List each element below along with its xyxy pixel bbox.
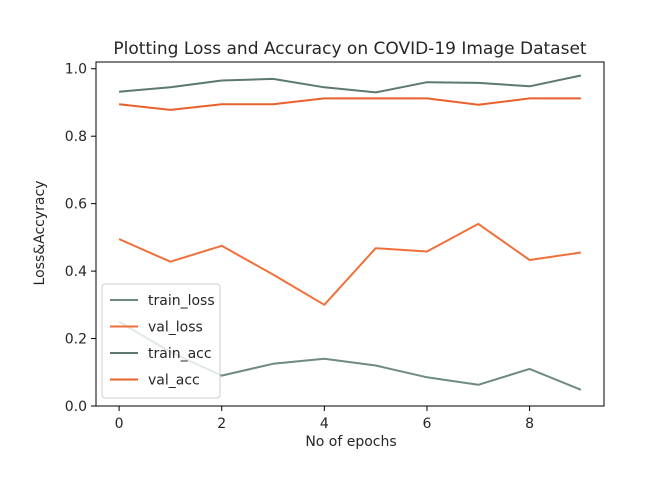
x-axis: 0 2 4 6 8 (115, 406, 534, 432)
legend-label-train_loss: train_loss (148, 293, 215, 309)
chart-title: Plotting Loss and Accuracy on COVID-19 I… (113, 39, 586, 59)
y-tick-label: 0.4 (65, 264, 87, 280)
y-axis: 0.0 0.2 0.4 0.6 0.8 1.0 (65, 62, 96, 415)
legend: train_loss val_loss train_acc val_acc (101, 283, 221, 399)
y-tick-label: 0.0 (65, 399, 87, 415)
legend-label-val_loss: val_loss (148, 320, 203, 336)
y-tick-label: 0.8 (65, 129, 87, 145)
legend-label-train_acc: train_acc (148, 346, 212, 362)
legend-box (101, 283, 221, 399)
x-tick-label: 4 (320, 416, 329, 432)
x-tick-label: 8 (525, 416, 534, 432)
x-tick-label: 0 (115, 416, 124, 432)
axes-frame (95, 61, 605, 407)
x-tick-label: 6 (423, 416, 432, 432)
series-line-val_loss (118, 222, 582, 306)
series-line-val_acc (118, 97, 581, 111)
x-tick-label: 2 (217, 416, 226, 432)
y-tick-label: 0.2 (65, 332, 87, 348)
y-tick-label: 0.6 (65, 197, 87, 213)
series-line-train_acc (119, 74, 582, 94)
y-tick-label: 1.0 (65, 62, 87, 78)
legend-label-val_acc: val_acc (148, 373, 200, 389)
y-axis-label: Loss&Accyracy (32, 181, 48, 286)
x-axis-label: No of epochs (305, 434, 396, 450)
